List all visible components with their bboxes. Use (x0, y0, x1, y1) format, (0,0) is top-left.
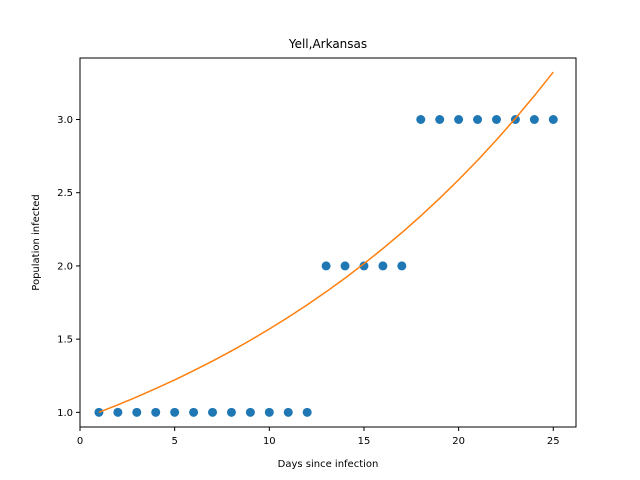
data-point (435, 115, 445, 124)
x-axis-label: Days since infection (278, 459, 379, 470)
x-tick-label: 15 (358, 436, 371, 447)
data-point (529, 115, 539, 124)
y-tick-label: 1.5 (57, 335, 73, 346)
data-point (416, 115, 426, 124)
data-point (302, 407, 312, 417)
x-tick-label: 5 (171, 436, 177, 447)
x-tick-label: 10 (263, 436, 276, 447)
data-point (340, 261, 350, 271)
data-point (491, 115, 501, 124)
x-tick-label: 0 (77, 436, 83, 447)
chart-title: Yell,Arkansas (288, 37, 367, 51)
data-point (321, 261, 331, 271)
data-point (473, 115, 483, 124)
data-point (132, 407, 142, 417)
y-axis: 1.0 1.5 2.0 2.5 3.0 (57, 115, 80, 419)
data-point (359, 261, 369, 271)
y-tick-label: 1.0 (57, 408, 73, 419)
data-point (170, 407, 180, 417)
data-point (454, 115, 464, 124)
y-axis-label: Population infected (31, 194, 42, 290)
fit-line (98, 71, 554, 414)
data-point (189, 407, 199, 417)
data-point (378, 261, 388, 271)
y-tick-label: 2.5 (57, 188, 73, 199)
x-tick-label: 20 (452, 436, 465, 447)
data-point (397, 261, 407, 271)
plot-area (94, 71, 558, 417)
y-tick-label: 3.0 (57, 115, 73, 126)
data-point (151, 407, 161, 417)
data-point (226, 407, 236, 417)
x-axis: 0 5 10 15 20 25 (77, 427, 560, 447)
x-tick-label: 25 (547, 436, 560, 447)
data-point (113, 407, 123, 417)
y-tick-label: 2.0 (57, 261, 73, 272)
plot-frame (79, 57, 577, 428)
data-point (283, 407, 293, 417)
data-point (548, 115, 558, 124)
data-point (208, 407, 218, 417)
data-point (245, 407, 255, 417)
data-point (264, 407, 274, 417)
